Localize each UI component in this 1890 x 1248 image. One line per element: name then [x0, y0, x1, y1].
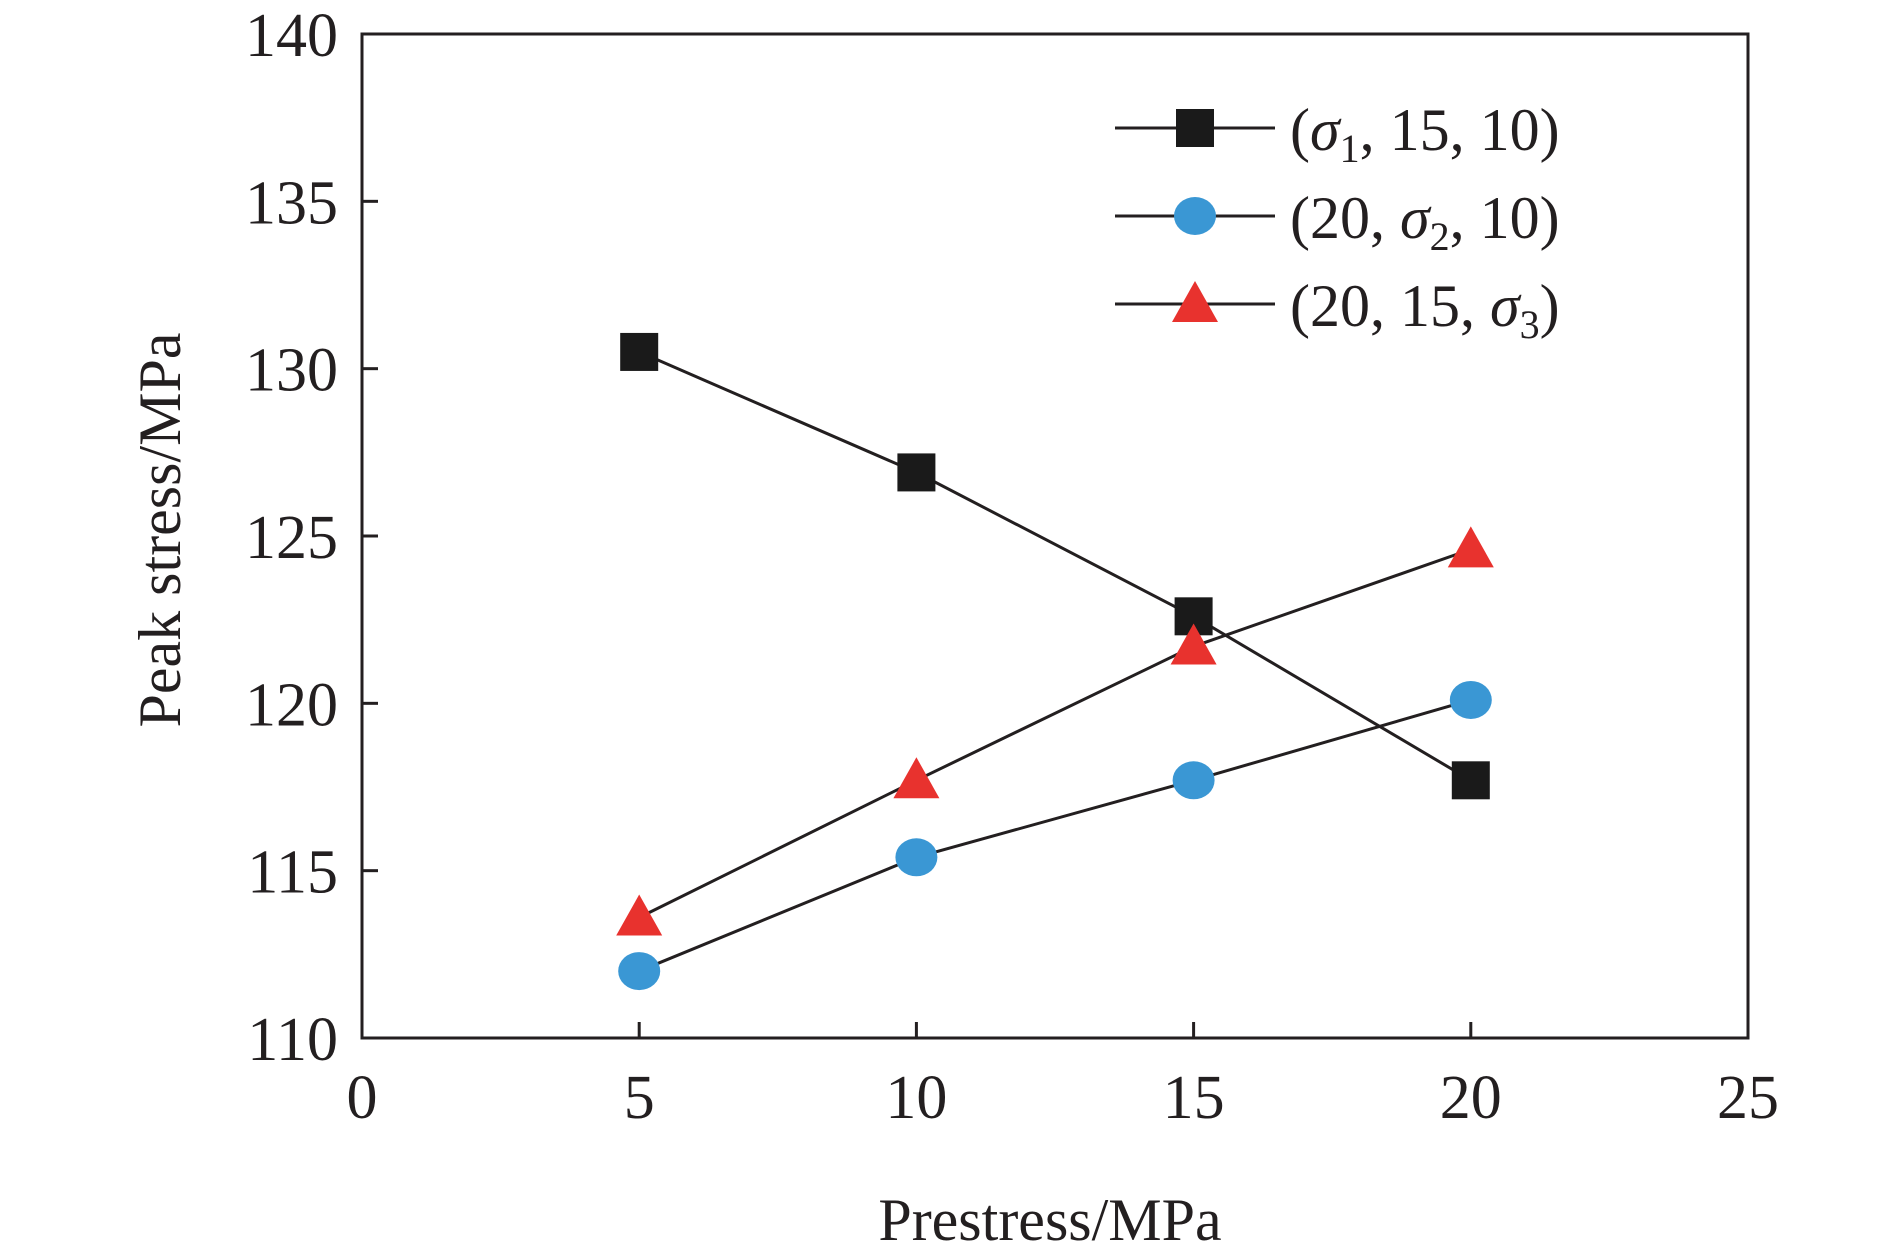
y-tick-label: 120	[245, 671, 338, 739]
legend-marker-1	[1176, 109, 1214, 147]
legend-label-1: (σ1, 15, 10)	[1290, 97, 1560, 171]
x-tick-label: 0	[347, 1064, 378, 1132]
legend-label-3: (20, 15, σ3)	[1290, 273, 1560, 347]
series-3-line	[638, 547, 1472, 919]
series-2-point	[618, 952, 661, 991]
x-tick-label: 15	[1163, 1064, 1225, 1132]
series-3-point	[893, 757, 940, 799]
series-2-point	[1172, 761, 1215, 800]
series-3-point	[1170, 623, 1217, 665]
y-tick-label: 125	[245, 504, 338, 572]
x-axis-title: Prestress/MPa	[878, 1187, 1221, 1248]
y-tick-label: 140	[245, 2, 338, 70]
series-2-point	[1449, 680, 1492, 719]
series-1-point	[620, 332, 659, 371]
legend-marker-2	[1174, 197, 1216, 235]
x-tick-label: 20	[1440, 1064, 1502, 1132]
axis-ticks: 0 5 10 15 20 25 110 115 120 125 130 135 140	[245, 2, 1779, 1132]
series-2-point	[895, 838, 938, 877]
legend-label-2: (20, σ2, 10)	[1290, 185, 1560, 259]
x-tick-label: 5	[624, 1064, 655, 1132]
series-1-point	[897, 453, 936, 492]
y-tick-label: 115	[247, 839, 338, 907]
x-tick-label: 10	[885, 1064, 947, 1132]
legend-marker-3	[1172, 281, 1218, 322]
y-tick-label: 135	[245, 169, 338, 237]
series-1-point	[1451, 761, 1490, 800]
series-lines	[638, 350, 1472, 973]
y-axis-title: Peak stress/MPa	[127, 333, 193, 728]
y-tick-label: 130	[245, 337, 338, 405]
series-1-line	[638, 350, 1472, 782]
x-tick-label: 25	[1717, 1064, 1779, 1132]
y-tick-label: 110	[247, 1006, 338, 1074]
series-2-line	[638, 698, 1472, 973]
series-3-point	[616, 894, 663, 936]
legend: (σ1, 15, 10) (20, σ2, 10) (20, 15, σ3)	[1115, 97, 1560, 347]
series-3-point	[1447, 526, 1494, 568]
series-markers	[616, 332, 1494, 991]
